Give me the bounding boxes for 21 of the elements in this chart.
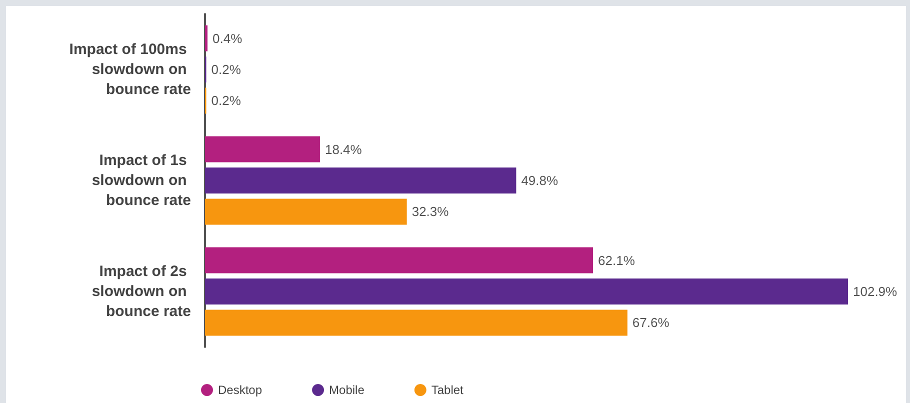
data-label: 32.3% — [412, 204, 450, 220]
bar — [205, 136, 320, 162]
legend-label: Tablet — [431, 383, 464, 397]
legend-label: Desktop — [218, 383, 262, 397]
bar — [205, 278, 848, 304]
data-label: 67.6% — [632, 315, 670, 330]
bar — [205, 198, 407, 225]
data-label: 0.2% — [211, 93, 242, 108]
y-tick-label: Impact of 2s slowdown on bounce rate — [92, 263, 191, 320]
data-label: 18.4% — [324, 142, 362, 157]
bar — [205, 310, 628, 336]
data-label: 49.8% — [521, 173, 558, 188]
data-label: 62.1% — [598, 252, 636, 268]
data-label: 0.4% — [212, 30, 243, 46]
bar — [205, 247, 594, 274]
data-label: 0.2% — [211, 62, 242, 77]
y-tick-label: Impact of 1s slowdown on bounce rate — [92, 152, 191, 209]
bar — [205, 168, 516, 194]
y-tick-label: Impact of 100ms slowdown on bounce rate — [69, 41, 191, 98]
legend-label: Mobile — [329, 383, 365, 397]
data-label: 102.9% — [853, 284, 898, 299]
